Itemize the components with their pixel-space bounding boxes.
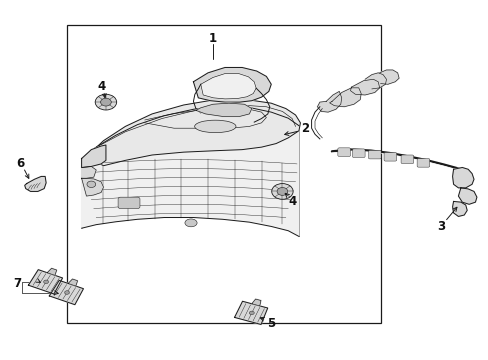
Text: 7: 7 [13, 277, 21, 290]
Polygon shape [458, 188, 476, 204]
Polygon shape [81, 145, 106, 167]
Polygon shape [379, 70, 398, 84]
FancyBboxPatch shape [368, 150, 380, 159]
Text: 5: 5 [266, 317, 275, 330]
Text: 2: 2 [301, 122, 309, 135]
FancyBboxPatch shape [337, 148, 350, 157]
Ellipse shape [271, 184, 292, 199]
Polygon shape [452, 167, 473, 188]
Polygon shape [81, 166, 96, 178]
Polygon shape [81, 178, 103, 196]
Polygon shape [196, 103, 251, 116]
FancyBboxPatch shape [400, 155, 413, 163]
Polygon shape [86, 100, 300, 166]
Ellipse shape [277, 188, 287, 195]
Polygon shape [350, 79, 379, 95]
Ellipse shape [64, 291, 69, 294]
Polygon shape [49, 280, 83, 305]
Text: 4: 4 [97, 80, 105, 93]
FancyBboxPatch shape [416, 158, 429, 167]
Text: 4: 4 [287, 195, 296, 208]
Text: 1: 1 [208, 32, 217, 45]
Ellipse shape [184, 219, 197, 227]
Polygon shape [28, 270, 62, 294]
Polygon shape [365, 73, 386, 89]
Polygon shape [329, 88, 361, 107]
Polygon shape [317, 91, 341, 112]
FancyBboxPatch shape [352, 149, 365, 157]
Polygon shape [251, 299, 261, 306]
Text: 3: 3 [436, 220, 445, 233]
Polygon shape [193, 67, 271, 102]
Polygon shape [47, 268, 57, 275]
FancyBboxPatch shape [383, 153, 396, 161]
Ellipse shape [101, 98, 111, 106]
Polygon shape [68, 279, 78, 286]
Ellipse shape [43, 280, 48, 284]
Ellipse shape [249, 311, 254, 315]
Polygon shape [201, 73, 256, 99]
FancyBboxPatch shape [118, 197, 140, 208]
Ellipse shape [95, 94, 116, 110]
Polygon shape [234, 301, 267, 324]
Text: 6: 6 [17, 157, 25, 170]
Ellipse shape [194, 120, 236, 133]
Bar [67, 24, 380, 323]
Polygon shape [452, 202, 466, 216]
Polygon shape [25, 176, 46, 192]
Ellipse shape [87, 181, 96, 188]
Polygon shape [81, 106, 298, 237]
